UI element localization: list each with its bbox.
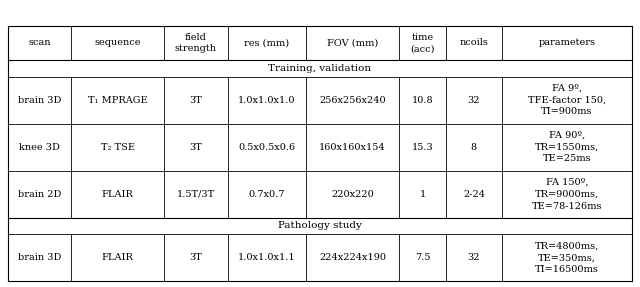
Text: time
(acc): time (acc) [410,33,435,53]
Text: FA 90º,
TR=1550ms,
TE=25ms: FA 90º, TR=1550ms, TE=25ms [535,131,599,164]
Text: parameters: parameters [539,38,596,47]
Text: 7.5: 7.5 [415,253,430,262]
Text: Training, validation: Training, validation [268,64,372,73]
Text: 32: 32 [468,253,480,262]
Text: 8: 8 [471,143,477,152]
Text: knee 3D: knee 3D [19,143,60,152]
Text: ncoils: ncoils [460,38,488,47]
Text: FOV (mm): FOV (mm) [327,38,378,47]
Text: 224x224x190: 224x224x190 [319,253,386,262]
Text: res (mm): res (mm) [244,38,289,47]
Text: TR=4800ms,
TE=350ms,
TI=16500ms: TR=4800ms, TE=350ms, TI=16500ms [535,241,599,274]
Text: field
strength: field strength [175,33,217,53]
Text: 160x160x154: 160x160x154 [319,143,386,152]
Text: 1.0x1.0x1.1: 1.0x1.0x1.1 [238,253,296,262]
Text: T₁ MPRAGE: T₁ MPRAGE [88,96,147,105]
Text: FA 9º,
TFE-factor 150,
TI=900ms: FA 9º, TFE-factor 150, TI=900ms [528,84,606,117]
Text: brain 2D: brain 2D [18,190,61,199]
Text: 1.5T/3T: 1.5T/3T [177,190,215,199]
Text: 1: 1 [419,190,426,199]
Text: brain 3D: brain 3D [18,96,61,105]
Text: 10.8: 10.8 [412,96,433,105]
Text: FA 150º,
TR=9000ms,
TE=78-126ms: FA 150º, TR=9000ms, TE=78-126ms [532,178,602,210]
Text: FLAIR: FLAIR [102,253,134,262]
Text: sequence: sequence [94,38,141,47]
Text: 3T: 3T [189,253,202,262]
Text: 0.7x0.7: 0.7x0.7 [248,190,285,199]
Text: brain 3D: brain 3D [18,253,61,262]
Text: 3T: 3T [189,96,202,105]
Text: 32: 32 [468,96,480,105]
Text: 1.0x1.0x1.0: 1.0x1.0x1.0 [238,96,296,105]
Text: 15.3: 15.3 [412,143,433,152]
Text: 256x256x240: 256x256x240 [319,96,386,105]
Text: scan: scan [28,38,51,47]
Text: 3T: 3T [189,143,202,152]
Text: T₂ TSE: T₂ TSE [100,143,134,152]
Text: FLAIR: FLAIR [102,190,134,199]
Text: 2-24: 2-24 [463,190,485,199]
Text: Pathology study: Pathology study [278,222,362,230]
Text: 220x220: 220x220 [331,190,374,199]
Text: 0.5x0.5x0.6: 0.5x0.5x0.6 [238,143,295,152]
